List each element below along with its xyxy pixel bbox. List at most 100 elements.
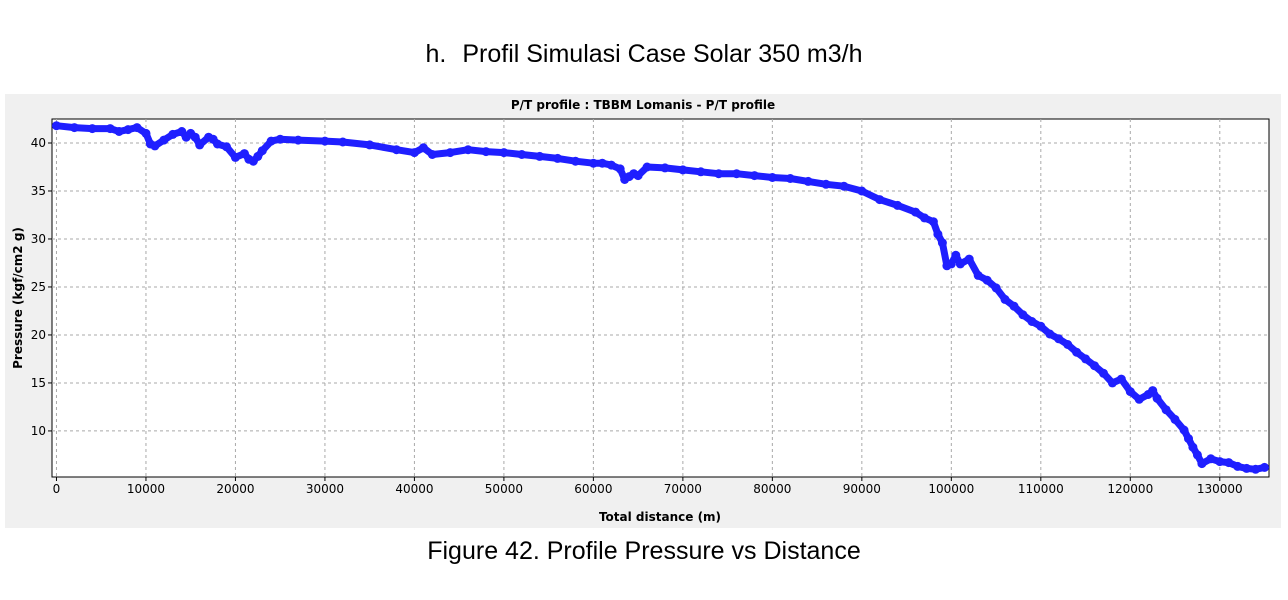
- data-point: [123, 125, 133, 135]
- data-point: [1161, 405, 1171, 415]
- x-axis-label: Total distance (m): [599, 510, 721, 524]
- data-point: [222, 142, 231, 152]
- data-point: [105, 124, 115, 134]
- data-point: [1134, 394, 1144, 404]
- data-point: [1063, 340, 1073, 349]
- data-point: [893, 200, 903, 210]
- data-point: [964, 254, 974, 264]
- x-tick-label: 60000: [574, 482, 612, 496]
- x-tick-label: 30000: [306, 482, 344, 496]
- data-point: [159, 135, 169, 145]
- data-point: [150, 141, 160, 151]
- data-point: [1148, 386, 1158, 396]
- chart-panel: P/T profile : TBBM Lomanis - P/T profile…: [5, 94, 1281, 528]
- data-point: [190, 132, 200, 142]
- data-point: [230, 152, 240, 162]
- x-tick-label: 130000: [1197, 482, 1243, 496]
- data-point: [933, 229, 943, 239]
- data-point: [1206, 454, 1216, 464]
- data-point: [920, 213, 929, 223]
- data-point: [1184, 434, 1193, 444]
- data-point: [1107, 378, 1117, 388]
- data-point: [132, 123, 142, 133]
- x-tick-label: 70000: [664, 482, 702, 496]
- x-tick-label: 110000: [1018, 482, 1064, 496]
- data-point: [714, 169, 724, 179]
- y-tick-label: 35: [31, 184, 46, 198]
- y-tick-label: 20: [31, 328, 46, 342]
- data-point: [1224, 458, 1234, 468]
- data-point: [275, 134, 285, 144]
- data-point: [588, 158, 598, 168]
- data-point: [1215, 457, 1225, 467]
- data-point: [141, 128, 151, 138]
- grid-lines: [52, 119, 1269, 477]
- data-point: [213, 139, 222, 149]
- data-point: [1152, 393, 1162, 403]
- x-tick-label: 50000: [485, 482, 523, 496]
- x-tick-label: 120000: [1107, 482, 1153, 496]
- data-point: [1009, 301, 1019, 311]
- data-point: [1099, 368, 1108, 378]
- pressure-profile-chart: P/T profile : TBBM Lomanis - P/T profile…: [11, 98, 1270, 524]
- data-point: [114, 127, 124, 136]
- data-point: [951, 250, 961, 260]
- data-point: [785, 174, 795, 183]
- data-point: [1000, 294, 1010, 304]
- data-point: [1054, 334, 1064, 344]
- data-point: [365, 140, 375, 150]
- data-point: [937, 238, 947, 248]
- data-point: [1027, 317, 1037, 326]
- data-point: [803, 176, 813, 186]
- data-series: [52, 121, 1269, 474]
- data-point: [1036, 321, 1046, 331]
- data-point: [392, 145, 401, 155]
- section-marker: h.: [425, 40, 447, 68]
- data-point: [499, 148, 509, 158]
- data-point: [320, 136, 330, 146]
- data-point: [1233, 461, 1243, 471]
- data-point: [1260, 462, 1269, 472]
- y-tick-label: 30: [31, 232, 46, 246]
- data-point: [293, 135, 303, 145]
- x-tick-label: 40000: [395, 482, 433, 496]
- data-point: [517, 150, 527, 159]
- data-point: [257, 146, 267, 156]
- x-tick-label: 80000: [753, 482, 791, 496]
- data-point: [1179, 425, 1189, 435]
- data-point: [409, 148, 419, 158]
- data-point: [1116, 374, 1126, 384]
- data-point: [696, 167, 706, 177]
- data-point: [1072, 347, 1082, 357]
- data-point: [767, 173, 777, 182]
- x-tick-label: 10000: [127, 482, 165, 496]
- data-point: [338, 137, 348, 147]
- y-tick-label: 25: [31, 280, 46, 294]
- chart-title: P/T profile : TBBM Lomanis - P/T profile: [511, 98, 775, 112]
- data-point: [1125, 387, 1135, 397]
- y-tick-label: 15: [31, 376, 46, 390]
- data-point: [1251, 464, 1261, 474]
- data-point: [946, 259, 956, 269]
- data-point: [1242, 463, 1252, 473]
- data-point: [633, 171, 643, 181]
- data-point: [955, 259, 965, 269]
- data-point: [678, 165, 688, 175]
- data-point: [1081, 354, 1091, 364]
- section-title: Profil Simulasi Case Solar 350 m3/h: [462, 40, 863, 68]
- y-tick-label: 40: [31, 136, 46, 150]
- x-tick-label: 20000: [216, 482, 254, 496]
- data-point: [1090, 361, 1099, 371]
- data-point: [991, 283, 1001, 293]
- x-tick-label: 100000: [928, 482, 974, 496]
- data-point: [168, 129, 178, 139]
- data-point: [266, 136, 276, 146]
- data-point: [615, 164, 625, 174]
- data-point: [553, 153, 563, 163]
- data-point: [857, 186, 867, 196]
- data-point: [52, 121, 61, 131]
- data-point: [928, 217, 938, 227]
- data-point: [1045, 329, 1055, 339]
- data-point: [839, 181, 849, 191]
- data-point: [642, 162, 652, 172]
